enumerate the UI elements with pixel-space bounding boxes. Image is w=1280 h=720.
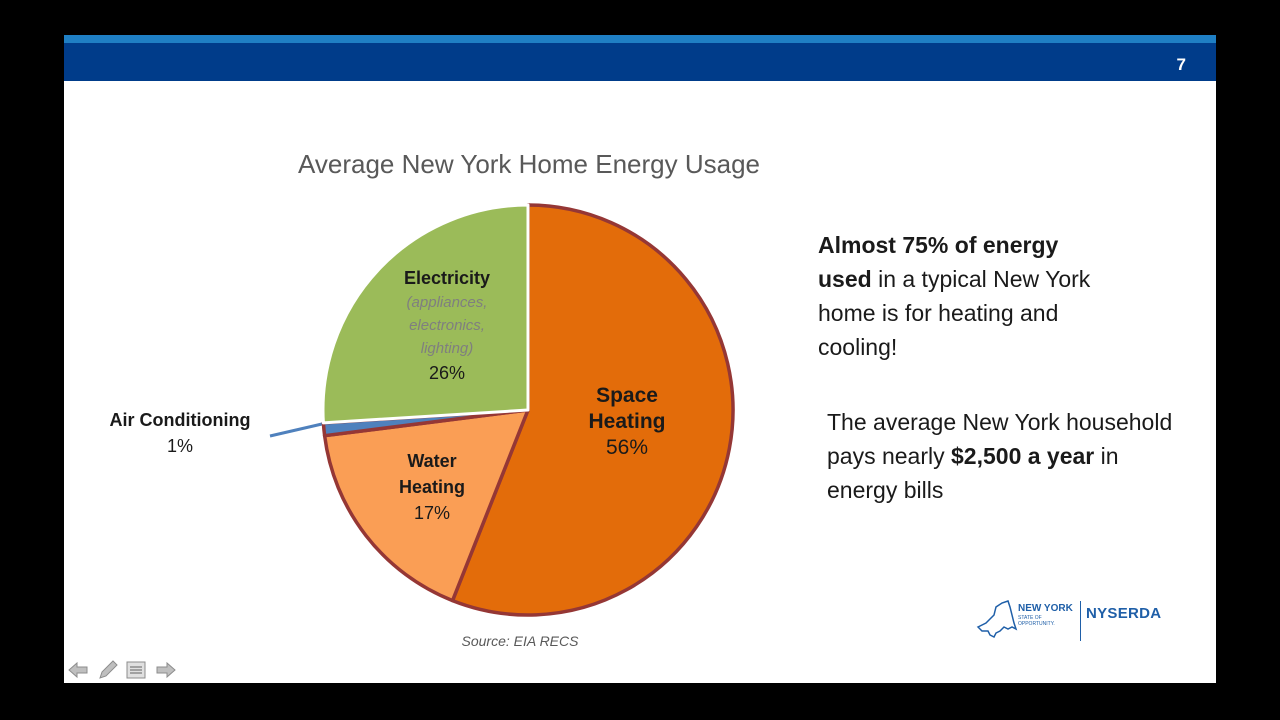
air-conditioning-slice-label: Air Conditioning 1% (100, 407, 260, 459)
logo-divider (1080, 601, 1081, 641)
logo-state-of-opportunity: STATE OF OPPORTUNITY. (1018, 615, 1055, 627)
electricity-slice-label: Electricity (appliances, electronics, li… (387, 265, 507, 386)
menu-icon[interactable] (124, 658, 148, 682)
space-heating-slice-label: Space Heating 56% (567, 383, 687, 461)
pie-slice-space-heating (450, 203, 735, 617)
slide-number: 7 (1176, 55, 1186, 74)
chart-source: Source: EIA RECS (461, 633, 579, 649)
pie-slice-water-heating (322, 408, 530, 603)
electricity-note-2: electronics, (409, 317, 485, 334)
back-arrow-icon[interactable] (66, 658, 90, 682)
ac-leader-line (269, 422, 323, 438)
callout-1-bold-1: Almost 75% of energy (818, 232, 1059, 258)
space-heating-name-1: Space (596, 384, 658, 407)
water-heating-slice-label: Water Heating 17% (372, 448, 492, 526)
callout-1-bold-2: used (818, 266, 872, 292)
logo-nyserda: NYSERDA (1086, 605, 1162, 622)
forward-arrow-icon[interactable] (154, 658, 178, 682)
electricity-name: Electricity (403, 268, 491, 288)
pie-slice-electricity (321, 203, 530, 425)
electricity-note-3: lighting) (420, 340, 474, 357)
presentation-controls (66, 658, 186, 684)
callout-heating-share: Almost 75% of energy used in a typical Ne… (818, 228, 1128, 364)
header-stripe (64, 35, 1216, 43)
pie-chart (269, 203, 735, 617)
space-heating-name-2: Heating (588, 410, 666, 433)
water-heating-name-1: Water (407, 451, 457, 471)
callout-1-rest: in a typical New York home is for heatin… (818, 266, 1091, 360)
callout-2-bold: $2,500 a year (951, 443, 1095, 469)
header-bar (64, 43, 1216, 81)
space-heating-pct: 56% (605, 436, 649, 459)
logo-new-york: NEW YORK (1018, 603, 1073, 614)
callout-2-text: The average New York household pays near… (827, 409, 1173, 469)
new-york-state-icon (976, 600, 1018, 639)
air-conditioning-pct: 1% (166, 436, 193, 456)
nyserda-logo: NEW YORK STATE OF OPPORTUNITY. NYSERDA (974, 593, 1174, 643)
pie-slices (321, 203, 735, 617)
chart-title: Average New York Home Energy Usage (298, 149, 760, 179)
electricity-pct: 26% (428, 363, 466, 383)
pen-icon[interactable] (96, 658, 120, 682)
slide: 7 Average New York Home Energy Usage Ele… (64, 35, 1216, 683)
water-heating-name-2: Heating (398, 477, 465, 497)
air-conditioning-name: Air Conditioning (109, 410, 251, 430)
water-heating-pct: 17% (413, 503, 451, 523)
callout-2-rest: in energy bills (827, 443, 1119, 503)
electricity-note-1: (appliances, (406, 294, 488, 311)
callout-energy-bills: The average New York household pays near… (827, 405, 1177, 507)
